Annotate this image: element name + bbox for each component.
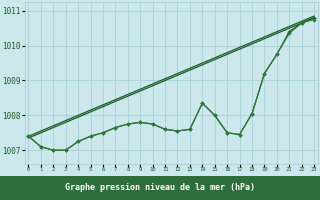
- Text: Graphe pression niveau de la mer (hPa): Graphe pression niveau de la mer (hPa): [65, 184, 255, 192]
